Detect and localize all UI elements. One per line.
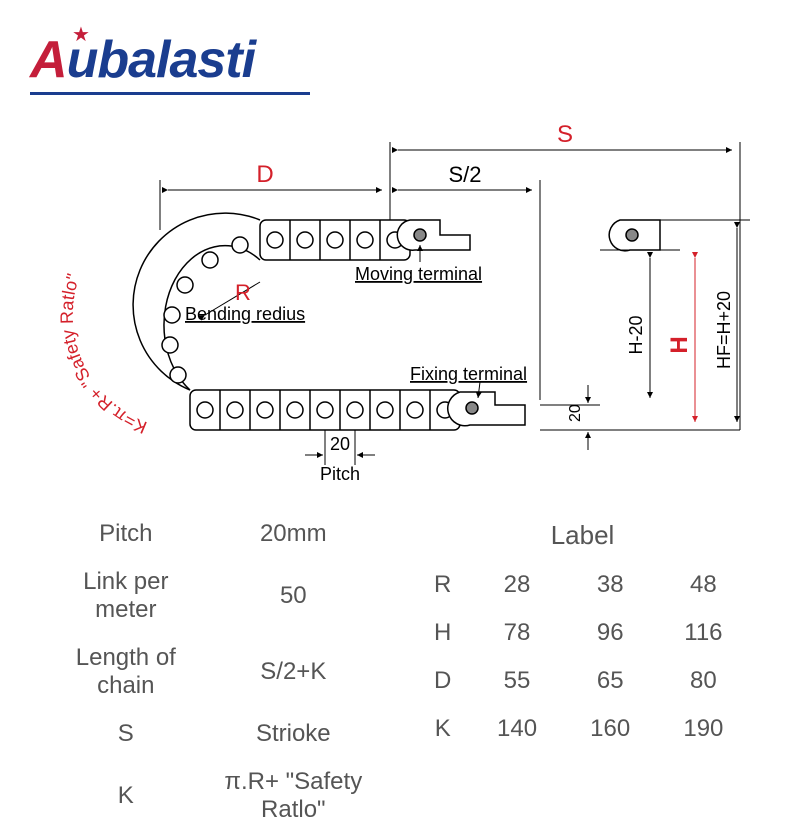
label-cell: 78 (470, 609, 563, 657)
label-cell: 65 (564, 657, 657, 705)
brand-logo: ★ Aubalasti (30, 30, 330, 110)
pitch-value: 20 (330, 434, 350, 454)
label-r: R (235, 280, 251, 305)
label-cell: 38 (564, 561, 657, 609)
data-tables: Pitch20mmLink per meter50Length of chain… (50, 510, 750, 834)
spec-cell: Length of chain (50, 634, 202, 710)
label-cell: 96 (564, 609, 657, 657)
logo-underline (30, 92, 310, 95)
logo-suffix: ubalasti (67, 31, 256, 89)
label-cell: 80 (657, 657, 750, 705)
label-cell: 160 (564, 705, 657, 753)
spec-cell: S (50, 710, 202, 758)
spec-cell: 20mm (202, 510, 385, 558)
label-cell: H (415, 609, 470, 657)
label-cell: D (415, 657, 470, 705)
label-cell: 48 (657, 561, 750, 609)
spec-cell: K (50, 758, 202, 834)
logo-prefix: A (30, 31, 67, 89)
label-s2: S/2 (448, 162, 481, 187)
label-d: D (256, 161, 273, 188)
spec-table: Pitch20mmLink per meter50Length of chain… (50, 510, 385, 834)
spec-cell: π.R+ "Safety Ratlo" (202, 758, 385, 834)
pitch-label: Pitch (320, 464, 360, 484)
label-cell: 116 (657, 609, 750, 657)
spec-cell: Pitch (50, 510, 202, 558)
label-cell: 140 (470, 705, 563, 753)
label-h: H (666, 336, 693, 353)
logo-star-icon: ★ (72, 22, 90, 47)
label-cell: 190 (657, 705, 750, 753)
dim-20: 20 (567, 404, 584, 422)
label-cell: 28 (470, 561, 563, 609)
label-table: Label R283848 H7896116 D556580 K140160190 (415, 510, 750, 834)
bending-radius-label: Bending redius (185, 304, 305, 324)
dim-hf: HF=H+20 (714, 291, 734, 369)
label-header: Label (415, 510, 750, 561)
technical-diagram: D S/2 S R Bending redius K=π.R+ "Safety … (40, 120, 760, 500)
label-cell: 55 (470, 657, 563, 705)
diagram-svg: D S/2 S R Bending redius K=π.R+ "Safety … (40, 120, 760, 500)
label-s: S (557, 121, 573, 148)
spec-cell: Link per meter (50, 558, 202, 634)
spec-cell: S/2+K (202, 634, 385, 710)
spec-cell: 50 (202, 558, 385, 634)
dim-h-20: H-20 (626, 315, 646, 354)
label-cell: R (415, 561, 470, 609)
label-cell: K (415, 705, 470, 753)
spec-cell: Strioke (202, 710, 385, 758)
fixing-terminal-label: Fixing terminal (410, 364, 527, 384)
moving-terminal-label: Moving terminal (355, 264, 482, 284)
